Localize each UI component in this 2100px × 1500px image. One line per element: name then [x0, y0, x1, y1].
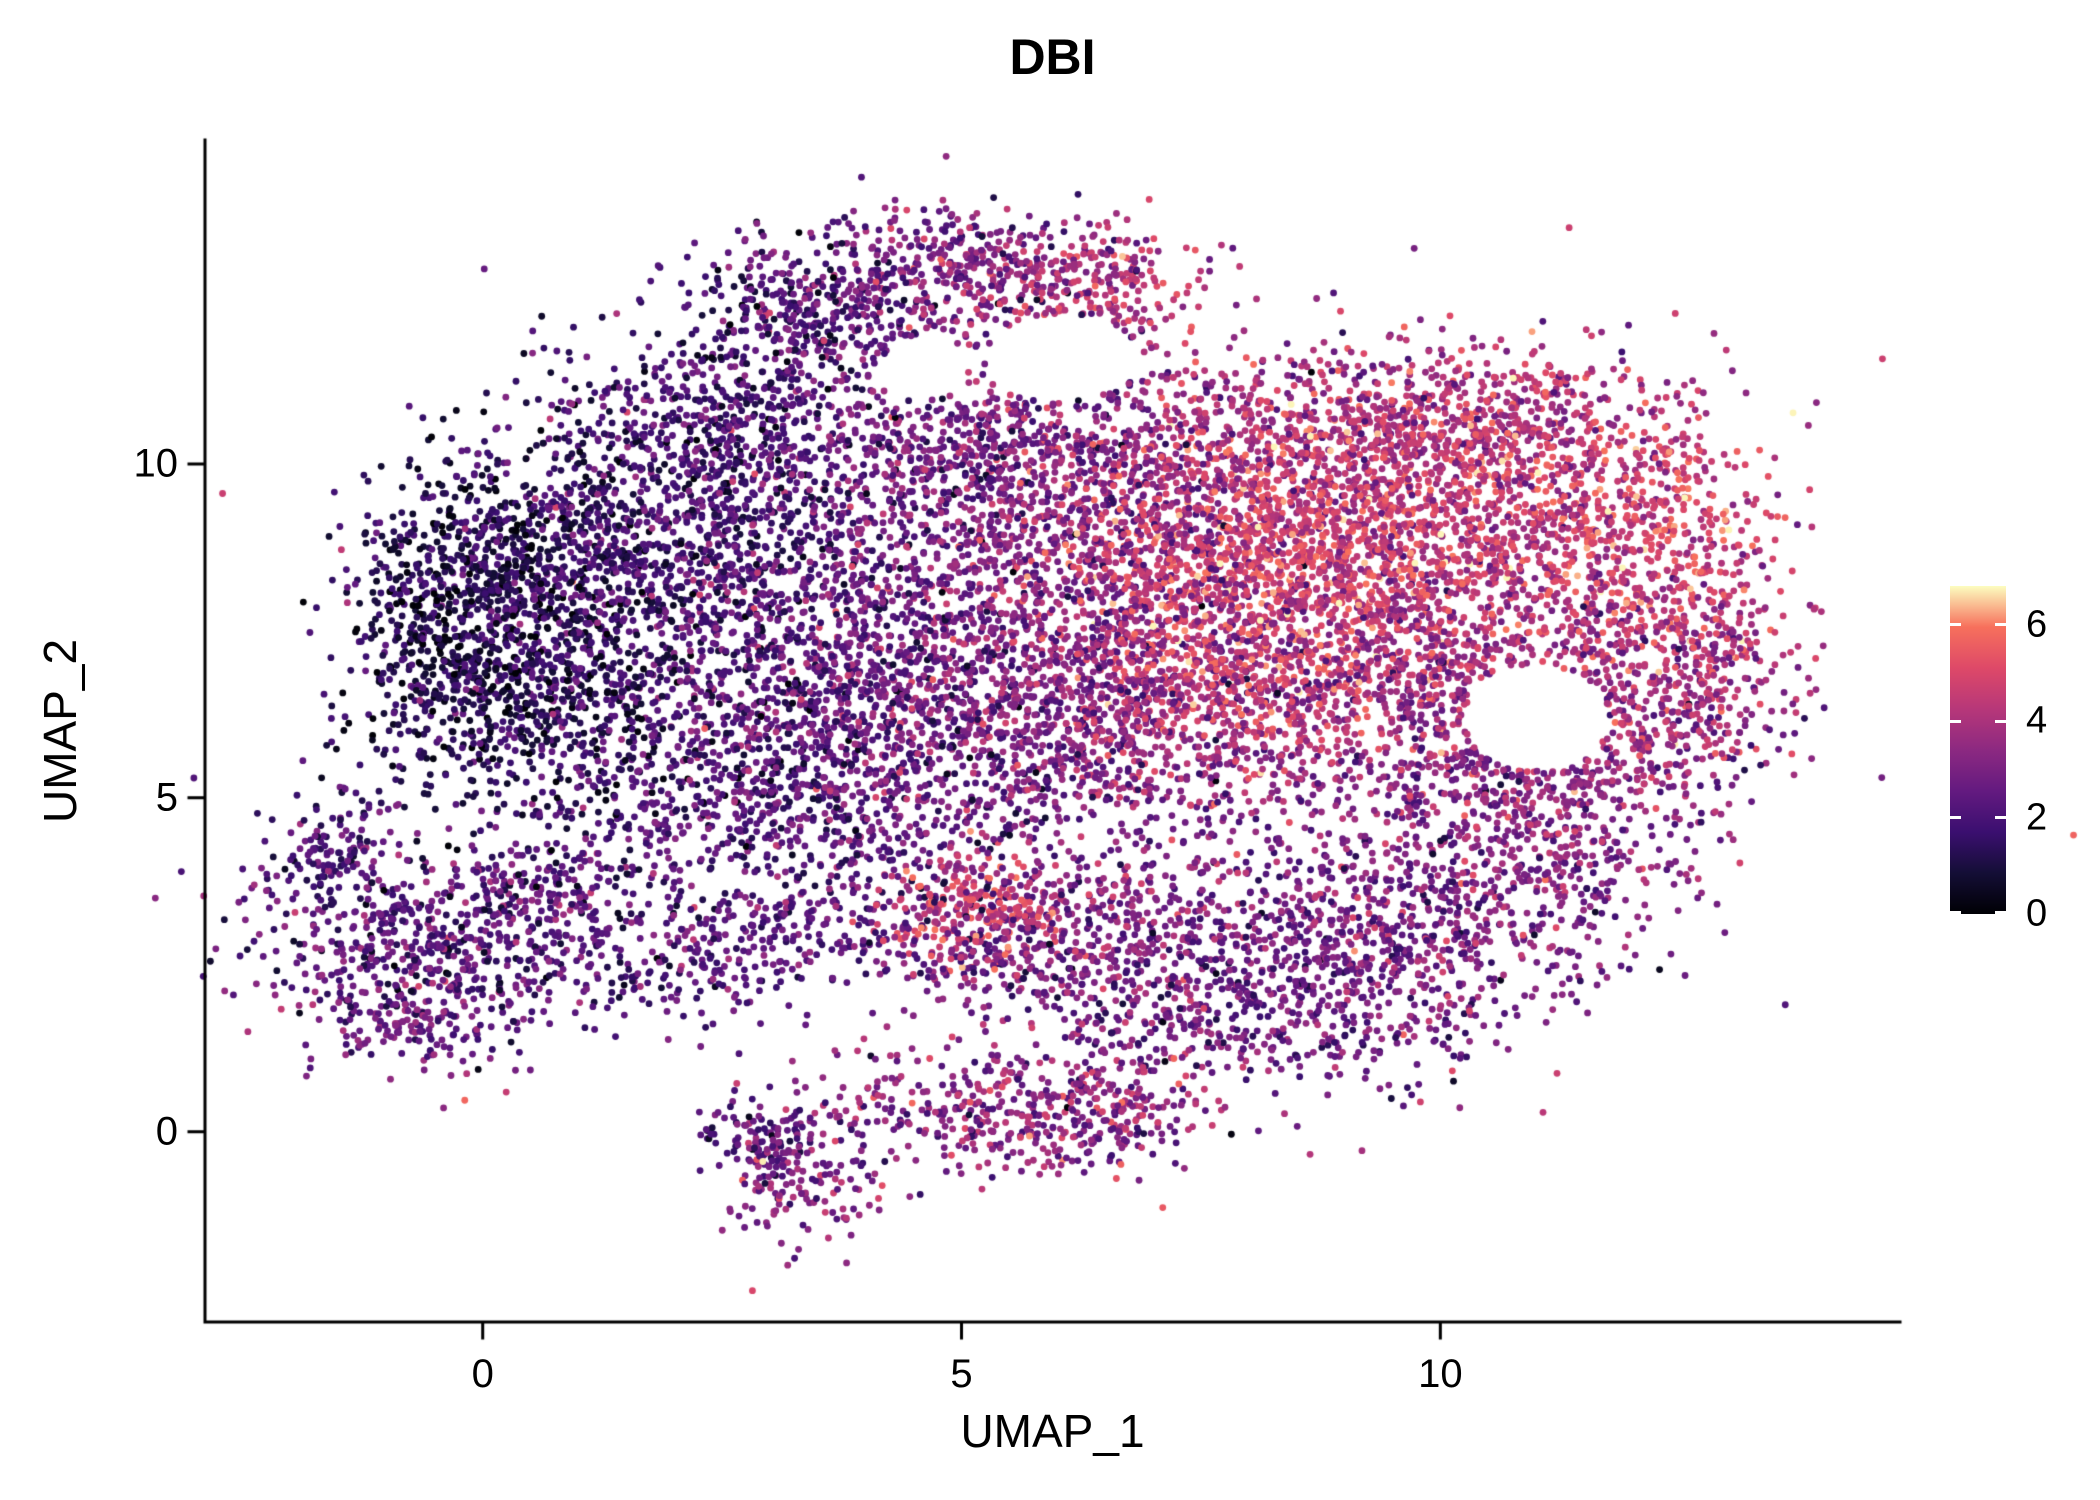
colorbar-tick-mark	[1950, 816, 1961, 820]
colorbar-tick-mark	[1950, 623, 1961, 627]
colorbar-tick-mark	[1950, 911, 1961, 914]
colorbar-tick-mark	[1950, 719, 1961, 723]
y-tick-label-1: 5	[155, 775, 178, 820]
colorbar-tick-label-1: 2	[2026, 796, 2048, 839]
colorbar-tick-mark	[1995, 911, 2006, 914]
x-axis-title: UMAP_1	[960, 1405, 1145, 1457]
colorbar-gradient	[1950, 586, 2006, 914]
y-tick-label-2: 10	[133, 441, 179, 486]
x-tick-label-1: 5	[950, 1352, 973, 1396]
colorbar-tick-label-2: 4	[2026, 699, 2048, 742]
colorbar-tick-label-3: 6	[2026, 603, 2048, 646]
colorbar-tick-mark	[1995, 719, 2006, 723]
plot-title: DBI	[1009, 29, 1096, 85]
x-tick-label-0: 0	[471, 1352, 494, 1396]
y-tick-label-0: 0	[155, 1109, 178, 1154]
y-axis-title: UMAP_2	[34, 638, 86, 824]
colorbar-tick-mark	[1995, 816, 2006, 820]
colorbar-tick-label-0: 0	[2026, 892, 2048, 935]
x-tick-label-2: 10	[1418, 1352, 1463, 1396]
colorbar-tick-mark	[1995, 623, 2006, 627]
